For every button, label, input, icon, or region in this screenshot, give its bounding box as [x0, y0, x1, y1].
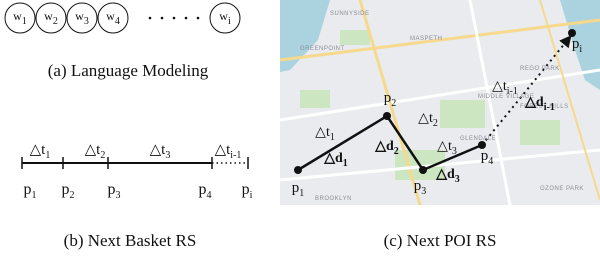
word-label-sub: i [228, 16, 231, 27]
map-label: BROOKLYN [315, 196, 352, 202]
word-label-base: w [13, 9, 22, 23]
poi-label-sub: 2 [391, 98, 396, 109]
point-label-sub: 1 [32, 190, 37, 201]
point-label-sub: 2 [70, 190, 75, 201]
distance-label-sub: 1 [343, 158, 348, 169]
point-label: p2 [62, 181, 75, 201]
poi-label-sub: 1 [299, 188, 304, 199]
map-label: GLENDALE [460, 136, 496, 142]
interval-label: △t3 [150, 142, 171, 161]
point-label-base: p [108, 181, 116, 198]
interval-label: △t2 [85, 142, 106, 161]
distance-label-base: △d [435, 167, 455, 182]
point-label: pi [242, 181, 253, 201]
poi-label-base: p [414, 178, 422, 194]
distance-label-sub: 2 [394, 146, 399, 157]
time-label-base: △t [315, 125, 330, 140]
interval-label: △ti-1 [215, 142, 242, 161]
point-label: p1 [24, 181, 37, 201]
point-label-sub: 3 [116, 190, 121, 201]
caption: (c) Next POI RS [384, 231, 497, 250]
poi-label-base: p [384, 90, 392, 106]
word-label-base: w [44, 9, 53, 23]
interval-label-sub: 1 [45, 150, 50, 161]
interval-label-sub: 3 [165, 150, 170, 161]
point-label-base: p [242, 181, 250, 198]
point-label: p4 [199, 181, 212, 201]
interval-label-sub: i-1 [230, 150, 241, 161]
time-label-sub: i-1 [507, 86, 518, 97]
word-label-sub: 1 [22, 16, 27, 27]
interval-label-base: △t [30, 142, 47, 158]
figure: (a) Language Modeling (b) Next Basket RS… [0, 0, 600, 258]
poi-label-sub: i [579, 44, 582, 55]
distance-label-base: △d [374, 139, 394, 154]
poi-label-sub: 3 [421, 186, 426, 197]
word-label-base: w [106, 9, 115, 23]
poi-label-base: p [481, 148, 489, 164]
distance-label-sub: 3 [455, 174, 460, 185]
map-label: OZONE PARK [540, 186, 584, 192]
interval-label-base: △t [215, 142, 232, 158]
time-label-base: △t [418, 111, 433, 126]
time-label-base: △t [492, 79, 507, 94]
distance-label-base: △d [524, 95, 544, 110]
time-label-base: △t [437, 139, 452, 154]
distance-label-base: △d [323, 151, 343, 166]
point-label: p3 [108, 181, 121, 201]
point-label-base: p [24, 181, 32, 198]
time-label-sub: 3 [452, 146, 457, 157]
word-label-base: w [219, 9, 228, 23]
caption: (a) Language Modeling [48, 61, 209, 80]
map-label: MASPETH [410, 36, 443, 42]
time-label-sub: 1 [330, 132, 335, 143]
ellipsis [149, 17, 200, 20]
map-label: REGO PARK [520, 66, 560, 72]
word-label-sub: 4 [115, 16, 120, 27]
point-label-base: p [62, 181, 70, 198]
map-label: GREENPOINT [300, 46, 345, 52]
point-label-sub: 4 [207, 190, 212, 201]
word-label-sub: 3 [84, 16, 89, 27]
point-label-base: p [199, 181, 207, 198]
caption: (b) Next Basket RS [64, 231, 197, 250]
map-label: SUNNYSIDE [330, 11, 370, 17]
poi-label-base: p [292, 180, 300, 196]
poi-label-base: p [572, 36, 580, 52]
poi-label-sub: 4 [488, 156, 493, 167]
point-label-sub: i [250, 190, 253, 201]
interval-label-base: △t [150, 142, 167, 158]
interval-label-base: △t [85, 142, 102, 158]
distance-label-sub: i-1 [544, 102, 555, 113]
word-label-base: w [75, 9, 84, 23]
time-label-sub: 2 [433, 118, 438, 129]
interval-label-sub: 2 [100, 150, 105, 161]
interval-label: △t1 [30, 142, 51, 161]
word-label-sub: 2 [53, 16, 58, 27]
